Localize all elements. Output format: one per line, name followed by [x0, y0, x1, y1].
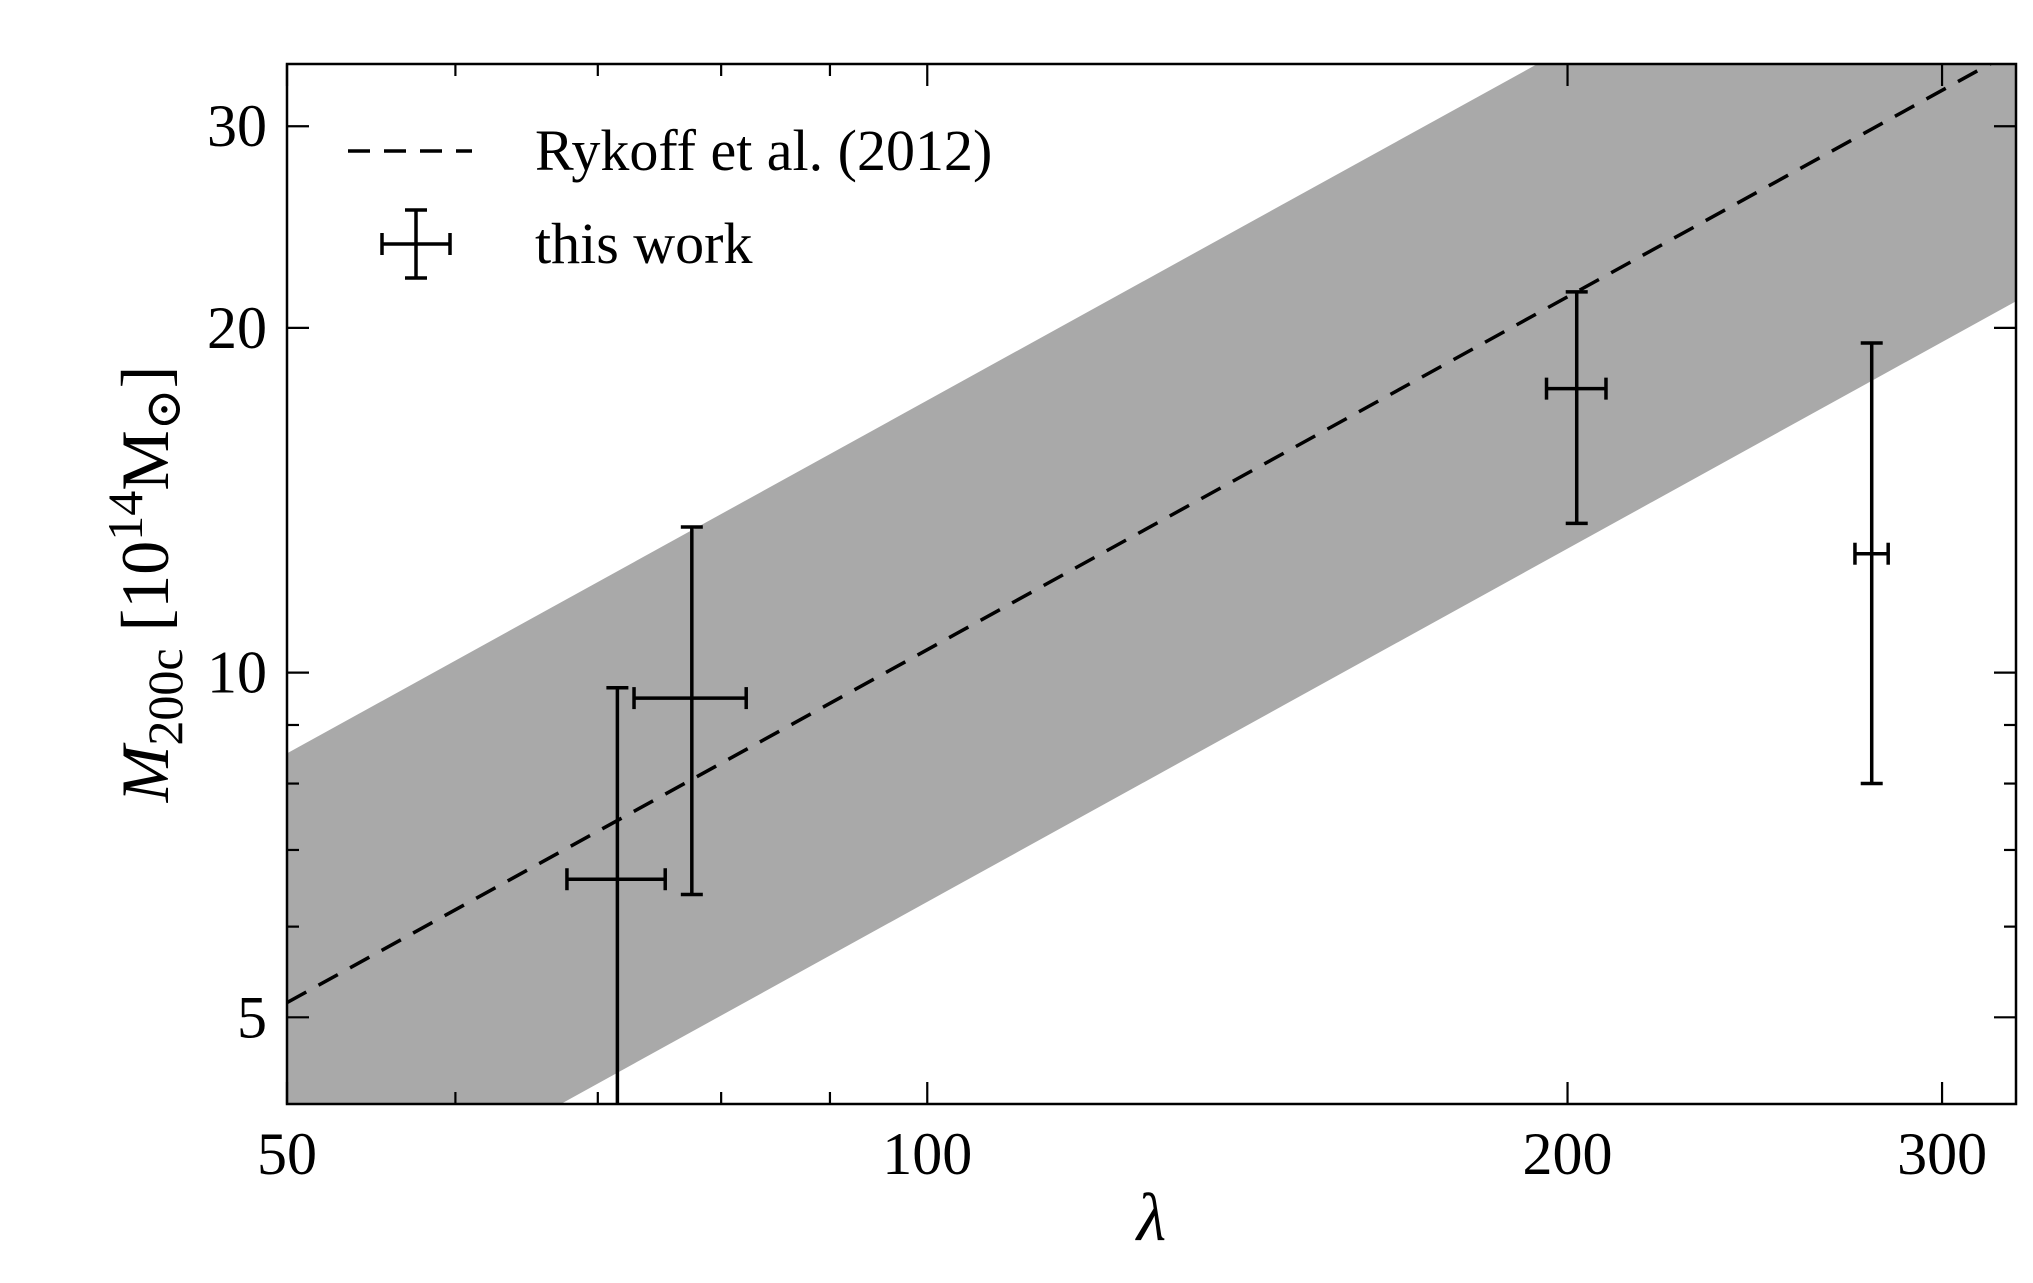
- data-point-1: [565, 685, 667, 1104]
- y-axis-unit-exponent: 14: [97, 491, 153, 541]
- x-tick-label: 100: [882, 1121, 972, 1187]
- legend-label-rykoff: Rykoff et al. (2012): [535, 118, 992, 183]
- y-axis-symbol: M: [107, 742, 183, 803]
- y-tick-label: 30: [207, 93, 267, 159]
- legend: Rykoff et al. (2012) this work: [348, 118, 992, 280]
- y-axis-subscript: 200c: [137, 648, 193, 745]
- y-tick-label: 20: [207, 295, 267, 361]
- y-axis-unit-subscript: ⊙: [135, 388, 191, 430]
- data-point-2: [632, 525, 748, 897]
- rykoff-relation-line: [287, 64, 1994, 1005]
- y-axis-title: M200c [1014M⊙]: [97, 366, 193, 804]
- plot-area: [287, 64, 2016, 1104]
- scatter-band: [287, 64, 2016, 1104]
- axes: [285, 62, 2018, 1106]
- y-axis-unit-close: ]: [107, 366, 183, 389]
- y-tick-label: 5: [237, 984, 267, 1050]
- x-tick-label: 200: [1523, 1121, 1613, 1187]
- legend-errorbar-swatch: [380, 208, 452, 280]
- data-point-4: [1853, 341, 1890, 786]
- y-axis-unit-open: [10: [107, 541, 183, 649]
- x-axis-title: λ: [1135, 1179, 1166, 1255]
- y-axis-unit-symbol: M: [107, 430, 183, 490]
- legend-label-this-work: this work: [535, 211, 753, 276]
- plot-frame: [285, 62, 2018, 1106]
- tick-labels: 50 100 200 300 5 10 20 30: [207, 93, 1987, 1187]
- y-tick-label: 10: [207, 640, 267, 706]
- x-tick-label: 50: [257, 1121, 317, 1187]
- data-point-3: [1544, 290, 1608, 526]
- x-tick-label: 300: [1897, 1121, 1987, 1187]
